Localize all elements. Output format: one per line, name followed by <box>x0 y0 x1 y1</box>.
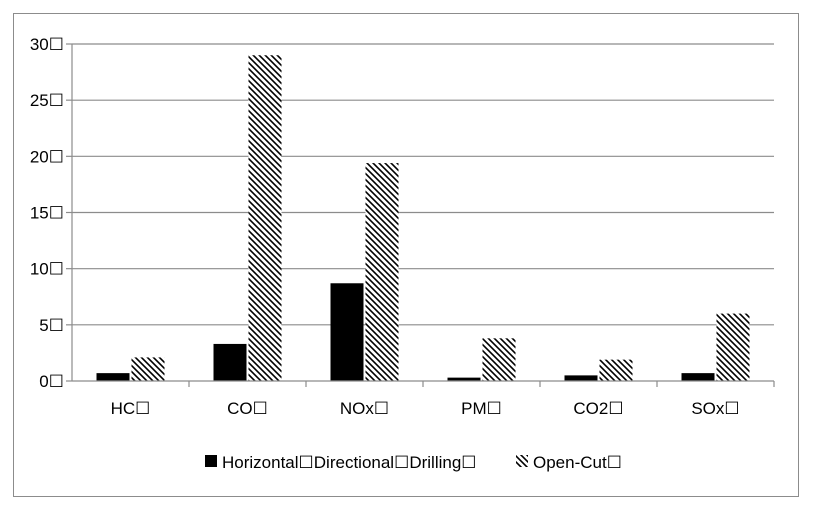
bar-pm-series-2 <box>482 338 516 381</box>
y-tick-label: 30☐ <box>30 35 64 54</box>
bars <box>96 55 750 381</box>
y-axis-tick-labels: 0☐ 5☐ 10☐ 15☐ 20☐ 25☐ 30☐ <box>30 35 64 391</box>
y-tick-label: 5☐ <box>39 316 64 335</box>
bar-nox-series-1 <box>330 283 364 381</box>
bar-nox-series-2 <box>365 163 399 381</box>
x-tick-label: NOx☐ <box>340 399 389 418</box>
x-tick-label: PM☐ <box>461 399 502 418</box>
bar-co-series-1 <box>213 343 247 381</box>
y-tick-label: 25☐ <box>30 91 64 110</box>
bar-co2-series-1 <box>564 375 598 381</box>
x-tick-label: HC☐ <box>111 399 151 418</box>
bar-pm-series-1 <box>447 377 481 381</box>
y-tick-label: 0☐ <box>39 372 64 391</box>
legend-label-series-2: Open-Cut☐ <box>533 453 622 472</box>
bar-hc-series-2 <box>131 357 165 381</box>
y-tick-label: 10☐ <box>30 260 64 279</box>
legend: Horizontal☐Directional☐Drilling☐ Open-Cut… <box>205 453 622 472</box>
bar-co-series-2 <box>248 55 282 381</box>
bar-sox-series-2 <box>716 313 750 381</box>
x-tick-label: CO☐ <box>227 399 268 418</box>
bar-co2-series-2 <box>599 359 633 381</box>
bar-hc-series-1 <box>96 373 130 381</box>
y-tick-label: 20☐ <box>30 147 64 166</box>
x-tick-label: CO2☐ <box>573 399 623 418</box>
legend-swatch-series-1 <box>205 455 217 467</box>
bar-sox-series-1 <box>681 373 715 381</box>
legend-label-series-1: Horizontal☐Directional☐Drilling☐ <box>222 453 477 472</box>
chart-frame <box>13 13 799 497</box>
axes <box>71 44 775 387</box>
legend-swatch-series-2 <box>516 455 528 467</box>
y-tick-label: 15☐ <box>30 204 64 223</box>
x-axis-tick-labels: HC☐ CO☐ NOx☐ PM☐ CO2☐ SOx☐ <box>111 399 740 418</box>
x-tick-label: SOx☐ <box>691 399 739 418</box>
gridlines <box>66 43 774 382</box>
